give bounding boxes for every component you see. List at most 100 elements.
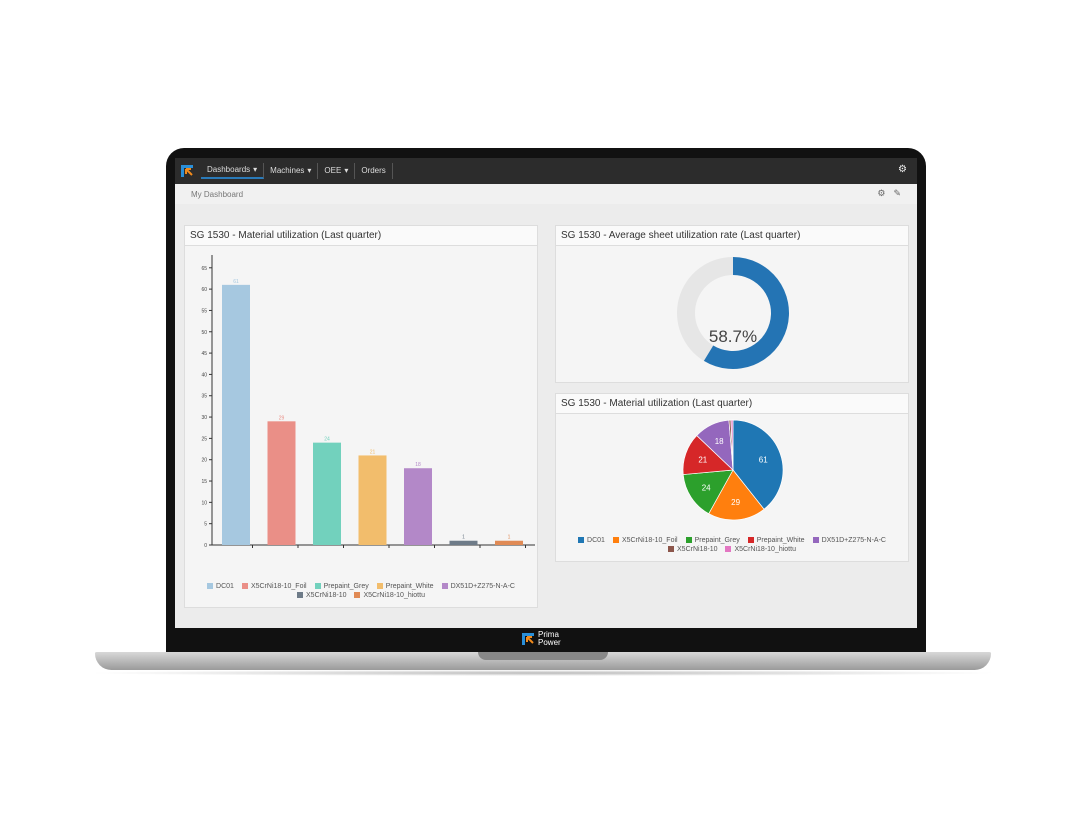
legend-swatch xyxy=(241,583,248,589)
panel-title: SG 1530 - Average sheet utilization rate… xyxy=(556,226,908,246)
bar-chart: 0 5 10 15 20 25 30 35 40 45 50 55 60 65 61 29 24 21 18 1 1 xyxy=(201,255,535,549)
legend-swatch xyxy=(812,537,819,543)
legend-item[interactable]: Prepaint_White xyxy=(747,537,805,544)
laptop-base xyxy=(95,652,991,670)
legend-item[interactable]: X5CrNi18-10_hiottu xyxy=(354,592,425,599)
legend-label: X5CrNi18-10_Foil xyxy=(250,583,307,590)
bar-value-label: 18 xyxy=(415,462,421,468)
legend-swatch xyxy=(376,583,383,589)
donut-remainder xyxy=(677,257,733,361)
pie-panel: SG 1530 - Material utilization (Last qua… xyxy=(555,393,909,562)
bar-DC01 xyxy=(222,284,250,545)
legend-swatch xyxy=(612,537,619,543)
legend-swatch xyxy=(668,546,675,552)
caret-down-icon: ▾ xyxy=(253,165,258,174)
legend-item[interactable]: DC01 xyxy=(207,583,234,590)
legend-swatch xyxy=(725,546,732,552)
legend-item[interactable]: DX51D+Z275-N-A-C xyxy=(812,537,886,544)
legend-label: Prepaint_Grey xyxy=(323,583,369,590)
bar-legend: DC01 X5CrNi18-10_Foil Prepaint_Grey Prepain… xyxy=(185,583,537,599)
legend-label: Prepaint_White xyxy=(756,537,805,544)
legend-item[interactable]: DX51D+Z275-N-A-C xyxy=(441,583,515,590)
bar-value-label: 29 xyxy=(279,415,285,421)
donut-panel: SG 1530 - Average sheet utilization rate… xyxy=(555,225,909,383)
nav-oee[interactable]: OEE ▾ xyxy=(318,163,356,179)
legend-label: DC01 xyxy=(587,537,605,544)
y-tick-label: 35 xyxy=(201,394,207,400)
legend-swatch xyxy=(441,583,448,589)
nav-label: OEE xyxy=(324,166,342,175)
brand-line1: Prima xyxy=(538,630,559,639)
legend-item[interactable]: DC01 xyxy=(578,537,605,544)
dashboard-settings-icon[interactable]: ⚙ xyxy=(877,188,886,198)
bar-value-label: 1 xyxy=(462,535,465,541)
laptop-notch xyxy=(478,652,608,660)
legend-swatch xyxy=(314,583,321,589)
legend-item[interactable]: Prepaint_Grey xyxy=(685,537,740,544)
pie-slice-X5CrNi18-10_hiottu xyxy=(730,419,734,471)
bar-Prepaint_Grey xyxy=(313,442,341,545)
pie-value-label: 21 xyxy=(698,455,707,464)
pie-slice-DC01 xyxy=(732,419,784,510)
panel-title: SG 1530 - Material utilization (Last qua… xyxy=(556,394,908,414)
edit-pencil-icon[interactable]: ✎ xyxy=(893,188,901,198)
legend-label: X5CrNi18-10_hiottu xyxy=(734,546,796,553)
y-tick-label: 40 xyxy=(201,372,207,378)
screen: Dashboards ▾ Machines ▾ OEE ▾ Orders ⚙ My D… xyxy=(175,158,917,628)
legend-item[interactable]: Prepaint_White xyxy=(376,583,434,590)
bar-Prepaint_White xyxy=(358,455,387,545)
y-tick-label: 20 xyxy=(201,458,207,464)
y-tick-label: 5 xyxy=(204,522,207,528)
pie-value-label: 61 xyxy=(759,455,768,464)
legend-label: DX51D+Z275-N-A-C xyxy=(450,583,515,590)
pie-legend: DC01 X5CrNi18-10_Foil Prepaint_Grey Prepain… xyxy=(556,537,908,553)
bar-value-label: 1 xyxy=(508,535,511,541)
y-tick-label: 25 xyxy=(201,436,207,442)
legend-label: X5CrNi18-10 xyxy=(677,546,718,553)
brand-line2: Power xyxy=(538,638,561,647)
pie-slice-X5CrNi18-10_Foil xyxy=(708,469,765,521)
bar-DX51D+Z275-N-A-C xyxy=(404,468,432,545)
legend-swatch xyxy=(747,537,754,543)
legend-label: DC01 xyxy=(216,583,234,590)
laptop-shadow xyxy=(85,670,1001,676)
y-tick-label: 55 xyxy=(201,308,207,314)
legend-item[interactable]: X5CrNi18-10_Foil xyxy=(241,583,307,590)
legend-item[interactable]: X5CrNi18-10_hiottu xyxy=(725,546,796,553)
nav-label: Machines xyxy=(270,166,305,175)
pie-value-label: 18 xyxy=(715,437,724,446)
donut-value-arc xyxy=(703,257,789,369)
bar-value-label: 21 xyxy=(370,449,376,455)
nav-label: Dashboards xyxy=(207,165,251,174)
donut-chart: 58.7% xyxy=(677,257,789,369)
pie-chart: 61 29 24 21 18 xyxy=(682,419,784,521)
y-tick-label: 60 xyxy=(201,287,207,293)
pie-slice-Prepaint_Grey xyxy=(682,469,734,515)
y-tick-label: 0 xyxy=(204,543,207,549)
donut-center-label: 58.7% xyxy=(709,327,757,346)
panel-title: SG 1530 - Material utilization (Last qua… xyxy=(185,226,537,246)
legend-label: Prepaint_Grey xyxy=(694,537,740,544)
legend-item[interactable]: X5CrNi18-10_Foil xyxy=(612,537,678,544)
legend-label: X5CrNi18-10_Foil xyxy=(621,537,678,544)
legend-swatch xyxy=(578,537,585,543)
legend-item[interactable]: Prepaint_Grey xyxy=(314,583,369,590)
y-tick-label: 15 xyxy=(201,479,207,485)
caret-down-icon: ▾ xyxy=(344,166,349,175)
prima-power-logo-icon xyxy=(522,633,534,645)
breadcrumb[interactable]: My Dashboard xyxy=(191,190,244,199)
nav-orders[interactable]: Orders xyxy=(355,163,393,179)
legend-item[interactable]: X5CrNi18-10 xyxy=(297,592,346,599)
nav-dashboards[interactable]: Dashboards ▾ xyxy=(201,163,265,179)
y-tick-label: 30 xyxy=(201,415,207,421)
settings-gear-icon[interactable]: ⚙ xyxy=(898,164,907,175)
bar-X5CrNi18-10_hiottu xyxy=(495,540,523,545)
y-tick-label: 50 xyxy=(201,330,207,336)
bar-value-label: 61 xyxy=(233,279,239,285)
nav-label: Orders xyxy=(361,166,386,175)
legend-item[interactable]: X5CrNi18-10 xyxy=(668,546,717,553)
app-logo-icon[interactable] xyxy=(181,165,193,177)
legend-swatch xyxy=(354,592,361,598)
legend-swatch xyxy=(297,592,304,598)
nav-machines[interactable]: Machines ▾ xyxy=(264,163,319,179)
